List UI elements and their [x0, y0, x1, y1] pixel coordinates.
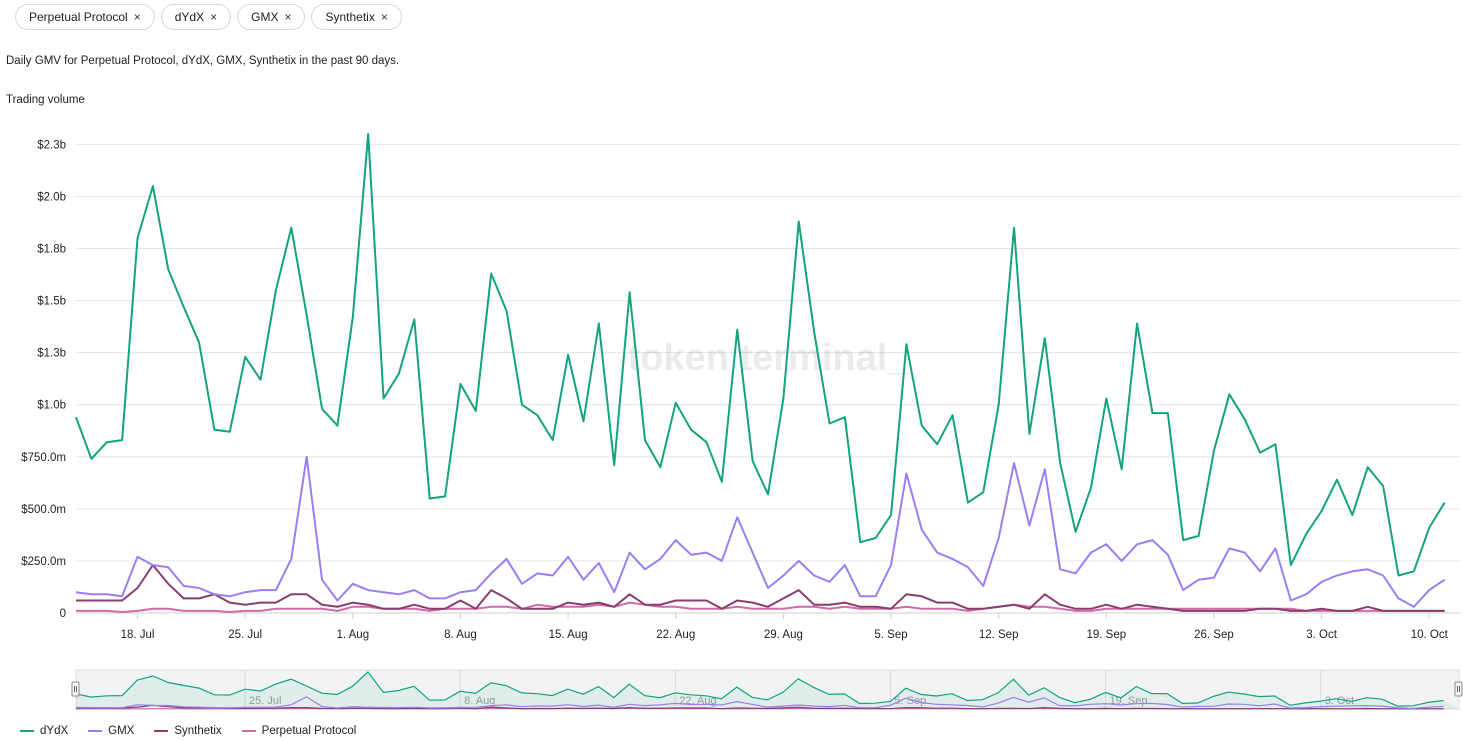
- y-tick-label: 0: [60, 608, 66, 620]
- filter-chip-dydx[interactable]: dYdX ×: [160, 4, 232, 30]
- y-axis-title: Trading volume: [6, 94, 85, 106]
- close-icon[interactable]: ×: [133, 10, 141, 24]
- x-tick-label: 29. Aug: [764, 629, 803, 641]
- navigator-line-dydx: [75, 671, 1444, 707]
- y-tick-label: $500.0m: [21, 504, 66, 516]
- y-axis-ticks: 0 $250.0m $500.0m $750.0m $1.0b $1.3b $1.5b $1.…: [21, 139, 66, 620]
- navigator-tick-label: 3. Oct: [1325, 695, 1354, 707]
- navigator-handle-left[interactable]: [71, 681, 80, 697]
- navigator-handle-right[interactable]: [1454, 681, 1463, 697]
- chip-label: dYdX: [174, 10, 205, 24]
- legend: dYdX GMX Synthetix Perpetual Protocol: [20, 725, 356, 737]
- navigator-window: [75, 669, 1460, 710]
- x-tick-label: 25. Jul: [228, 629, 262, 641]
- series-lines: [75, 133, 1446, 613]
- x-tick-label: 1. Aug: [336, 629, 369, 641]
- y-tick-label: $250.0m: [21, 556, 66, 568]
- navigator-line-synthetix: [76, 704, 1444, 710]
- legend-swatch: [241, 730, 256, 732]
- series-line-perpetual-protocol: [76, 601, 1445, 613]
- legend-label: GMX: [108, 725, 135, 737]
- x-tick-label: 22. Aug: [656, 629, 695, 641]
- navigator-tick-label: 8. Aug: [464, 695, 495, 707]
- chip-label: GMX: [251, 10, 279, 24]
- close-icon[interactable]: ×: [284, 10, 292, 24]
- navigator-tick-label: 25. Jul: [249, 695, 281, 707]
- x-tick-label: 19. Sep: [1086, 629, 1126, 641]
- x-tick-label: 18. Jul: [121, 629, 155, 641]
- x-tick-label: 12. Sep: [979, 629, 1019, 641]
- series-line-dydx: [75, 133, 1446, 577]
- series-line-gmx: [75, 455, 1446, 608]
- y-tick-label: $1.5b: [37, 296, 66, 308]
- filter-chip-perpetual-protocol[interactable]: Perpetual Protocol ×: [15, 4, 155, 30]
- line-chart: 0 $250.0m $500.0m $750.0m $1.0b $1.3b $1.5b $1.…: [21, 133, 1463, 710]
- x-tick-label: 26. Sep: [1194, 629, 1234, 641]
- y-tick-label: $750.0m: [21, 452, 66, 464]
- legend-item-synthetix[interactable]: Synthetix: [154, 725, 222, 737]
- legend-item-dydx[interactable]: dYdX: [20, 725, 68, 737]
- navigator-line-gmx: [75, 696, 1444, 710]
- chart-description: Daily GMV for Perpetual Protocol, dYdX, …: [6, 55, 400, 67]
- y-tick-label: $2.3b: [37, 139, 66, 151]
- navigator-tick-label: 5. Sep: [894, 695, 926, 707]
- series-line-synthetix: [76, 564, 1445, 612]
- y-tick-label: $1.3b: [37, 348, 66, 360]
- filter-chip-gmx[interactable]: GMX ×: [237, 4, 306, 30]
- y-tick-label: $1.0b: [37, 400, 66, 412]
- x-tick-label: 10. Oct: [1411, 629, 1449, 641]
- y-tick-label: $1.8b: [37, 244, 66, 256]
- y-tick-label: $2.0b: [37, 191, 66, 203]
- close-icon[interactable]: ×: [380, 10, 388, 24]
- legend-swatch: [20, 730, 34, 732]
- grid-lines: [76, 143, 1460, 614]
- filter-chip-synthetix[interactable]: Synthetix ×: [311, 4, 402, 30]
- x-tick-label: 8. Aug: [444, 629, 477, 641]
- range-navigator: 25. Jul 8. Aug 22. Aug 5. Sep 19. Sep 3. Oct: [71, 669, 1463, 710]
- legend-swatch: [154, 730, 169, 732]
- chip-label: Perpetual Protocol: [29, 10, 128, 24]
- watermark: token terminal_: [628, 337, 910, 379]
- legend-item-gmx[interactable]: GMX: [88, 725, 134, 737]
- chip-label: Synthetix: [325, 10, 375, 24]
- x-axis-ticks: 18. Jul 25. Jul 1. Aug 8. Aug 15. Aug 22. Aug…: [121, 613, 1449, 641]
- close-icon[interactable]: ×: [210, 10, 218, 24]
- navigator-area: [76, 672, 1459, 709]
- legend-label: dYdX: [40, 725, 69, 737]
- legend-label: Synthetix: [174, 725, 222, 737]
- legend-item-perpetual-protocol[interactable]: Perpetual Protocol: [241, 725, 357, 737]
- legend-label: Perpetual Protocol: [261, 725, 357, 737]
- x-tick-label: 5. Sep: [874, 629, 907, 641]
- filter-chips: Perpetual Protocol × dYdX × GMX × Synthetix…: [15, 4, 402, 30]
- x-tick-label: 15. Aug: [549, 629, 588, 641]
- legend-swatch: [88, 730, 103, 732]
- x-tick-label: 3. Oct: [1306, 629, 1337, 641]
